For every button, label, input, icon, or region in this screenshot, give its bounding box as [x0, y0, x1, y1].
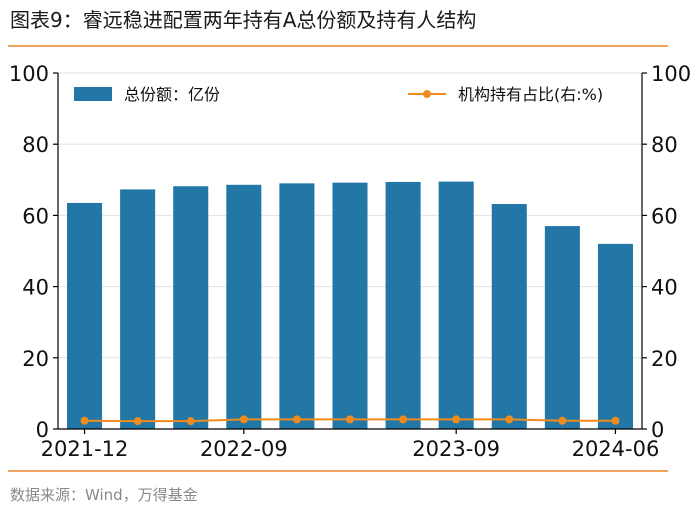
chart-plot: 0 0 20 20 40 40 60 60 80 80 100 100 2021-12 2022-09 20… [9, 62, 691, 461]
left-tick-label: 100 [9, 62, 49, 86]
legend-bar-label: 总份额：亿份 [124, 85, 220, 104]
bar [438, 181, 474, 429]
left-tick-label: 20 [22, 347, 49, 371]
chart-title: 图表9：睿远稳进配置两年持有A总份额及持有人结构 [10, 8, 477, 32]
left-tick-label: 80 [22, 133, 49, 157]
line-point [239, 415, 248, 424]
x-tick-label: 2023-09 [412, 437, 500, 461]
line-point [399, 415, 408, 424]
right-tick-label: 80 [651, 133, 678, 157]
left-tick-label: 0 [36, 418, 49, 442]
bar [120, 189, 156, 429]
title-divider [8, 45, 668, 47]
line-point [611, 416, 620, 425]
x-tick-label: 2021-12 [41, 437, 129, 461]
bar [597, 243, 633, 429]
bar [67, 202, 103, 429]
legend-bar-swatch [74, 87, 112, 101]
x-tick-label: 2022-09 [200, 437, 288, 461]
line-series [80, 415, 620, 426]
legend-line-marker [423, 90, 431, 98]
bar [385, 181, 421, 429]
right-tick-label: 0 [651, 418, 664, 442]
footer-divider [8, 470, 668, 472]
x-tick-label: 2024-06 [572, 437, 660, 461]
left-tick-label: 60 [22, 204, 49, 228]
line-point [505, 415, 514, 424]
right-tick-label: 60 [651, 204, 678, 228]
bar [544, 226, 580, 429]
legend-line-label: 机构持有占比(右:%) [458, 85, 603, 104]
line-point [452, 415, 461, 424]
right-tick-label: 20 [651, 347, 678, 371]
bar [279, 183, 315, 429]
source-note: 数据来源：Wind，万得基金 [10, 486, 198, 504]
line-point [186, 417, 195, 426]
legend: 总份额：亿份 机构持有占比(右:%) [74, 85, 603, 104]
bar [332, 182, 368, 429]
right-tick-label: 40 [651, 276, 678, 300]
bar [173, 186, 209, 429]
bar-series [67, 181, 633, 429]
bar [226, 184, 262, 429]
axes: 0 0 20 20 40 40 60 60 80 80 100 100 2021-12 2022-09 20… [9, 62, 691, 461]
line-point [558, 416, 567, 425]
bar [491, 204, 527, 429]
line-point [346, 415, 354, 424]
right-tick-label: 100 [651, 62, 691, 86]
line-point [292, 415, 301, 424]
line-point [133, 417, 142, 426]
left-tick-label: 40 [22, 276, 49, 300]
line-point [80, 416, 89, 425]
